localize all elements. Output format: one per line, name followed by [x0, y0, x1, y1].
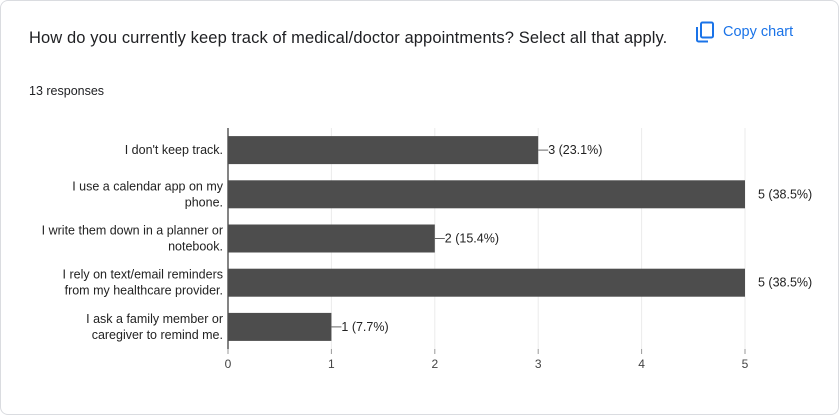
- data-label: 5 (38.5%): [758, 276, 812, 290]
- data-label: 3 (23.1%): [548, 143, 602, 157]
- copy-icon: [695, 21, 715, 43]
- category-label: from my healthcare provider.: [65, 284, 223, 298]
- x-tick-label: 2: [431, 357, 438, 371]
- copy-chart-label: Copy chart: [723, 24, 794, 40]
- data-label: 2 (15.4%): [445, 232, 499, 246]
- bar: [228, 180, 745, 209]
- x-tick-label: 1: [328, 357, 335, 371]
- category-label: caregiver to remind me.: [92, 328, 223, 342]
- category-label: I rely on text/email reminders: [63, 268, 223, 282]
- question-title: How do you currently keep track of medic…: [29, 29, 668, 47]
- category-label: I use a calendar app on my: [72, 179, 224, 193]
- category-label: I write them down in a planner or: [42, 224, 223, 238]
- x-tick-label: 5: [742, 357, 749, 371]
- data-label: 1 (7.7%): [341, 320, 388, 334]
- category-label: phone.: [185, 195, 223, 209]
- bar: [228, 224, 435, 253]
- bar: [228, 268, 745, 297]
- x-tick-label: 4: [638, 357, 645, 371]
- category-label: I don't keep track.: [125, 143, 223, 157]
- x-tick-label: 0: [225, 357, 232, 371]
- category-label: notebook.: [168, 240, 223, 254]
- category-label: I ask a family member or: [86, 312, 223, 326]
- copy-chart-button[interactable]: Copy chart: [691, 19, 797, 45]
- bar: [228, 136, 539, 165]
- x-tick-label: 3: [535, 357, 542, 371]
- response-count: 13 responses: [29, 84, 105, 98]
- data-label: 5 (38.5%): [758, 187, 812, 201]
- bar: [228, 312, 332, 341]
